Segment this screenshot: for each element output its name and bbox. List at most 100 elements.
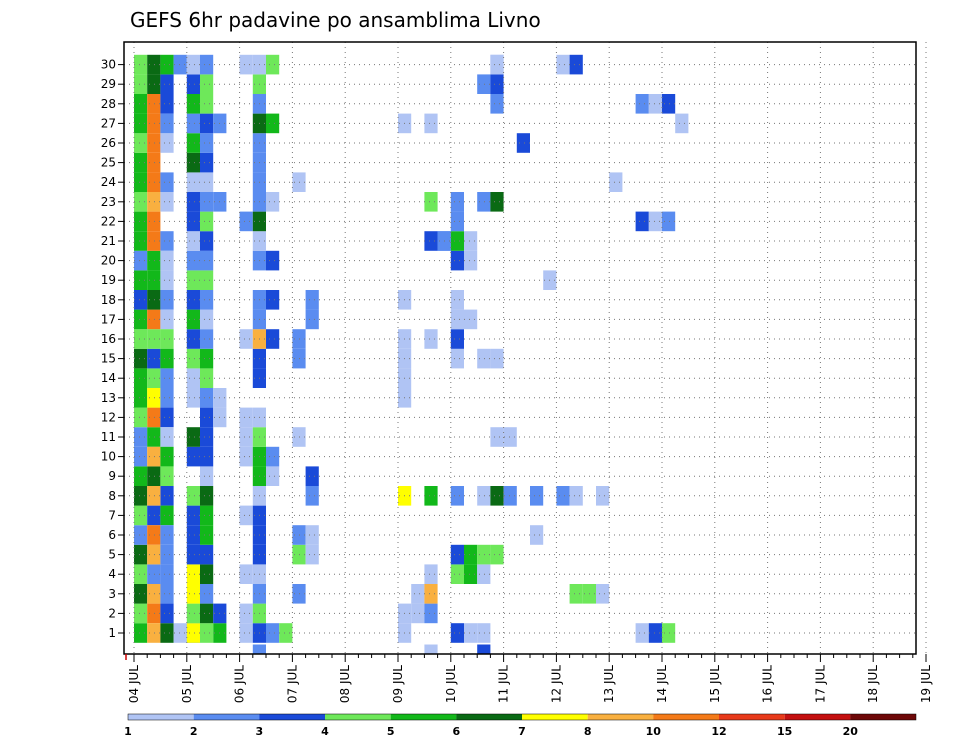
legend-label: 1	[124, 725, 132, 738]
heatmap-cell	[450, 231, 464, 251]
heatmap-cell	[160, 466, 174, 486]
heatmap-cell	[252, 644, 266, 654]
legend-label: 2	[190, 725, 198, 738]
x-tick-label: 16 JUL	[761, 665, 775, 703]
legend-frame	[127, 713, 917, 721]
heatmap-cell	[200, 270, 214, 290]
y-tick-label: 14	[101, 371, 116, 385]
heatmap-cell	[160, 270, 174, 290]
heatmap-cell	[200, 211, 214, 232]
legend-label: 20	[843, 725, 859, 738]
heatmap-cell	[516, 133, 530, 153]
heatmap-cell	[134, 94, 148, 114]
x-tick-label: 15 JUL	[708, 665, 722, 703]
y-tick-label: 19	[101, 273, 116, 287]
legend-label: 8	[584, 725, 592, 738]
color-legend: 1 2 3 4 5 6 7 8 10 12 15 20	[124, 713, 917, 738]
heatmap-cell	[200, 603, 214, 624]
heatmap-cell	[147, 329, 161, 349]
legend-label: 3	[255, 725, 263, 738]
heatmap-cell	[134, 466, 148, 486]
heatmap-cell	[266, 466, 280, 486]
heatmap-cell	[266, 113, 280, 134]
heatmap-cell	[147, 94, 161, 114]
heatmap-cell	[411, 603, 425, 624]
heatmap-cell	[477, 644, 491, 654]
heatmap-cell	[239, 446, 253, 467]
heatmap-cell	[186, 388, 200, 408]
heatmap-cell	[134, 505, 148, 526]
x-tick-label: 04 JUL	[127, 665, 141, 703]
y-tick-label: 22	[101, 214, 116, 228]
heatmap-cell	[186, 133, 200, 153]
y-tick-label: 21	[101, 234, 116, 248]
heatmap-cell	[160, 427, 174, 447]
legend-label: 12	[711, 725, 726, 738]
heatmap-cell	[477, 192, 491, 212]
heatmap-cell	[134, 407, 148, 428]
heatmap-cell	[424, 644, 438, 654]
y-tick-label: 13	[101, 391, 116, 405]
heatmap-cell	[200, 74, 214, 94]
heatmap-cell	[556, 54, 570, 75]
heatmap-cell	[147, 133, 161, 153]
y-tick-label: 16	[101, 332, 116, 346]
y-tick-label: 30	[101, 58, 116, 72]
heatmap-cell	[239, 407, 253, 428]
heatmap-cell	[160, 388, 174, 408]
heatmap-cell	[186, 231, 200, 251]
x-tick-label: 13 JUL	[602, 665, 616, 703]
heatmap-cell	[648, 211, 662, 232]
heatmap-cell	[635, 623, 649, 643]
heatmap-cell	[200, 329, 214, 349]
heatmap-cell	[305, 525, 319, 545]
heatmap-cell	[147, 466, 161, 486]
heatmap-cell	[186, 368, 200, 388]
heatmap-cell	[490, 427, 504, 447]
y-tick-label: 27	[101, 116, 116, 130]
heatmap-cell	[160, 192, 174, 212]
heatmap-cell	[186, 329, 200, 349]
y-tick-label: 12	[101, 410, 116, 424]
y-tick-label: 24	[101, 175, 116, 189]
heatmap-cell	[200, 309, 214, 330]
heatmap-cell	[160, 309, 174, 330]
heatmap-cell	[239, 505, 253, 526]
x-axis: 04 JUL 05 JUL 06 JUL 07 JUL 08 JUL 09 JUL 10 J…	[125, 654, 933, 703]
heatmap-cell	[186, 427, 200, 447]
heatmap-cell	[134, 603, 148, 624]
heatmap-cell	[596, 486, 610, 506]
y-tick-label: 10	[101, 450, 116, 464]
heatmap-cell	[266, 446, 280, 467]
heatmap-cell	[160, 603, 174, 624]
heatmap-cell	[134, 250, 148, 271]
heatmap-cell	[424, 329, 438, 349]
heatmap-cell	[477, 564, 491, 584]
heatmap-cell	[530, 525, 544, 545]
heatmap-cell	[147, 348, 161, 369]
heatmap-cell	[200, 290, 214, 310]
heatmap-cell	[450, 309, 464, 330]
heatmap-cell	[160, 368, 174, 388]
y-tick-label: 2	[108, 606, 116, 620]
heatmap-cell	[200, 623, 214, 643]
heatmap-cell	[490, 74, 504, 94]
heatmap-cell	[200, 133, 214, 153]
heatmap-cell	[147, 623, 161, 643]
heatmap-cell	[147, 603, 161, 624]
heatmap-cell	[186, 94, 200, 114]
y-tick-label: 25	[101, 156, 116, 170]
heatmap-cell	[424, 584, 438, 604]
heatmap-cell	[464, 231, 478, 251]
heatmap-cell	[134, 348, 148, 369]
heatmap-cell	[160, 94, 174, 114]
heatmap-cell	[186, 290, 200, 310]
heatmap-cell	[200, 192, 214, 212]
heatmap-cell	[450, 544, 464, 565]
heatmap-cell	[160, 290, 174, 310]
heatmap-cell	[147, 525, 161, 545]
heatmap-cell	[134, 152, 148, 173]
heatmap-cell	[186, 525, 200, 545]
x-tick-label: 19 JUL	[919, 665, 933, 703]
x-tick-label: 09 JUL	[391, 665, 405, 703]
